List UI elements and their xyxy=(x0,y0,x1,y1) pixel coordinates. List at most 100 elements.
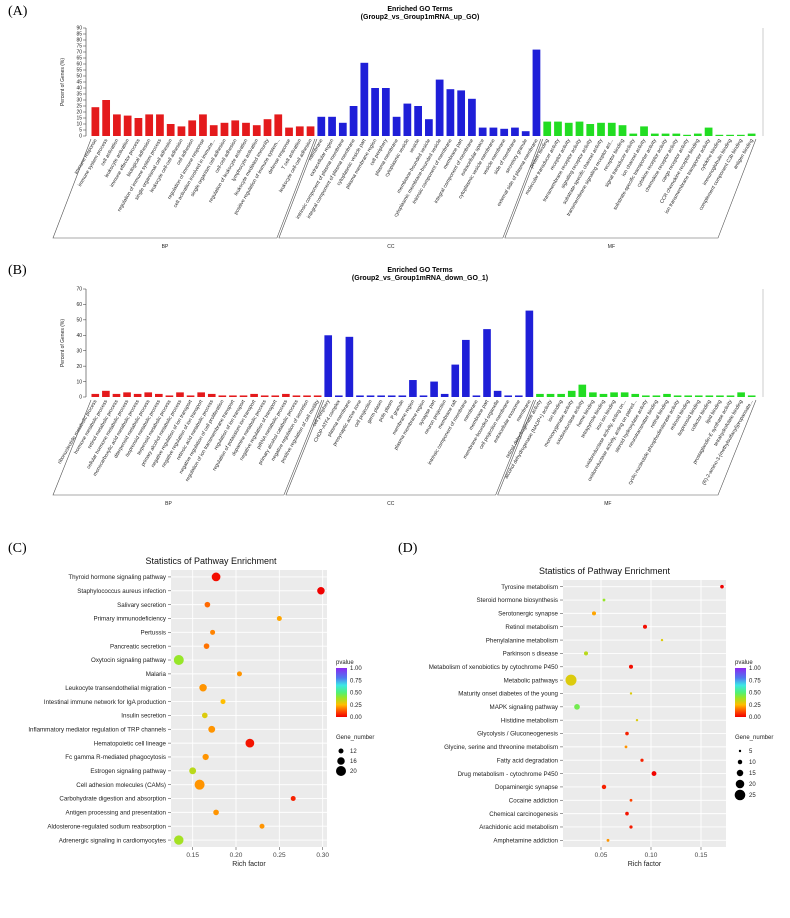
pathway-chart-d: Statistics of Pathway Enrichment 0.05 0.10… xyxy=(429,566,774,868)
plot-panel xyxy=(171,570,327,847)
legend-size-dot xyxy=(338,748,344,754)
bar-bp xyxy=(239,395,248,397)
legend-colorbar-tick: 0.75 xyxy=(350,678,362,684)
y-tick-label: 10 xyxy=(76,122,82,128)
bar-cc xyxy=(381,88,390,136)
group-bracket xyxy=(278,138,542,239)
bar-cc xyxy=(371,88,379,136)
group-label: BP xyxy=(162,244,169,250)
pathway-label: MAPK signaling pathway xyxy=(490,704,559,711)
y-axis-label: Percent of Genes (%) xyxy=(60,319,66,367)
bar-mf xyxy=(586,124,595,136)
bar-mf xyxy=(673,395,682,397)
group-bracket xyxy=(52,138,316,239)
pathway-label: Dopaminergic synapse xyxy=(495,784,558,791)
legend-colorbar-tick: 0.25 xyxy=(350,703,362,709)
bar-cc xyxy=(532,49,541,136)
group-bracket xyxy=(497,399,757,496)
group-label: MF xyxy=(604,501,611,507)
x-tick-label: 0.15 xyxy=(695,852,708,859)
bar-mf xyxy=(640,126,648,136)
bar-cc xyxy=(430,381,438,397)
data-point xyxy=(317,587,325,595)
bar-cc xyxy=(345,336,354,397)
x-tick-label: 0.10 xyxy=(645,852,658,859)
bar-bp xyxy=(112,393,121,397)
data-point xyxy=(211,572,221,582)
bar-mf xyxy=(589,392,597,397)
bar-mf xyxy=(747,395,756,397)
bar-mf xyxy=(693,133,702,136)
chart-title: Enriched GO Terms xyxy=(387,6,452,13)
bar-cc xyxy=(425,119,433,136)
legend-size-label: 20 xyxy=(749,782,756,788)
bar-bp xyxy=(123,392,131,397)
bar-bp xyxy=(250,393,258,397)
group-label: CC xyxy=(387,501,395,507)
data-point xyxy=(625,811,629,816)
data-point xyxy=(213,809,219,816)
data-point xyxy=(208,725,216,733)
data-point xyxy=(642,624,648,629)
legend-colorbar-tick: 1.00 xyxy=(749,666,761,672)
legend-size-label: 20 xyxy=(350,769,357,775)
x-tick-label: 0.30 xyxy=(316,852,329,859)
bar-cc xyxy=(414,106,422,136)
bar-bp xyxy=(260,395,269,397)
data-point xyxy=(660,638,664,642)
pathway-label: Primary immunodeficiency xyxy=(93,616,166,623)
bar-bp xyxy=(282,393,290,397)
data-point xyxy=(624,745,628,749)
pathway-label: Pancreatic secretion xyxy=(110,643,167,650)
data-point xyxy=(635,718,639,722)
bar-bp xyxy=(274,114,283,136)
y-axis-label: Percent of Genes (%) xyxy=(60,58,66,106)
bar-mf xyxy=(683,134,691,136)
bar-mf xyxy=(599,393,608,397)
bar-bp xyxy=(91,393,100,397)
legend-pvalue-title: pvalue xyxy=(735,660,753,666)
legend-size-dot xyxy=(337,757,345,765)
data-point xyxy=(628,664,634,669)
legend-size-label: 12 xyxy=(350,749,357,755)
pathway-label: Retinol metabolism xyxy=(505,624,558,631)
bar-cc xyxy=(419,395,428,397)
pathway-label: Aldosterone-regulated sodium reabsorptio… xyxy=(47,823,166,830)
bar-bp xyxy=(313,395,322,397)
y-tick-label: 35 xyxy=(76,92,82,98)
pathway-label: Cocaine addiction xyxy=(509,797,559,804)
bar-bp xyxy=(285,127,293,136)
pathway-label: Estrogen signaling pathway xyxy=(90,768,167,775)
bar-mf xyxy=(726,395,735,397)
legend-colorbar-tick: 0.75 xyxy=(749,678,761,684)
pathway-label: Parkinson s disease xyxy=(503,651,559,658)
data-point xyxy=(651,771,657,777)
data-point xyxy=(174,835,184,845)
y-tick-label: 5 xyxy=(79,128,82,134)
y-tick-label: 65 xyxy=(76,56,82,62)
chart-title: Statistics of Pathway Enrichment xyxy=(145,556,277,566)
bar-bp xyxy=(229,395,237,397)
pathway-label: Drug metabolism - cytochrome P450 xyxy=(458,771,559,778)
legend-size-dot xyxy=(737,759,743,765)
bar-cc xyxy=(500,128,509,136)
bar-mf xyxy=(736,134,745,136)
bar-bp xyxy=(252,125,261,136)
x-tick-label: 0.15 xyxy=(186,852,199,859)
bar-cc xyxy=(521,131,530,136)
legend-colorbar-tick: 1.00 xyxy=(350,666,362,672)
bar-bp xyxy=(303,395,311,397)
bar-bp xyxy=(295,126,304,136)
x-tick-label: 0.25 xyxy=(273,852,286,859)
bar-mf xyxy=(554,121,562,136)
bar-cc xyxy=(324,335,333,397)
legend-size-label: 5 xyxy=(749,749,753,755)
group-bracket xyxy=(52,399,323,496)
pathway-label: Maturity onset diabetes of the young xyxy=(458,691,558,698)
bar-cc xyxy=(478,127,487,136)
bar-cc xyxy=(392,116,401,136)
legend-colorbar-tick: 0.25 xyxy=(749,703,761,709)
bar-mf xyxy=(557,393,565,397)
pathway-label: Pertussis xyxy=(141,630,166,637)
y-tick-label: 60 xyxy=(76,302,82,308)
